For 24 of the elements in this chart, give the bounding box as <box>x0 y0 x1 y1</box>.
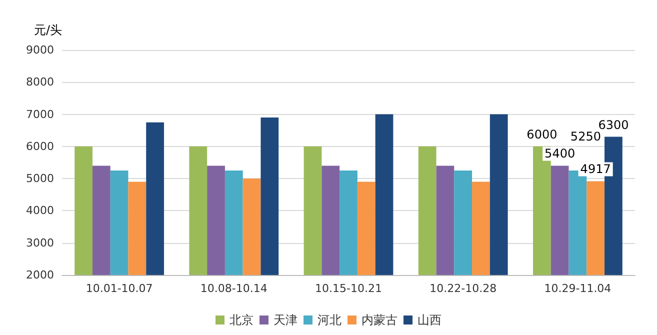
data-label: 6000 <box>526 127 558 142</box>
y-tick-label: 9000 <box>26 44 54 56</box>
x-tick-label: 10.01-10.07 <box>86 282 153 295</box>
legend-label: 天津 <box>274 313 298 327</box>
data-label: 5400 <box>544 146 576 161</box>
legend-label: 河北 <box>318 313 342 327</box>
x-tick-label: 10.29-11.04 <box>544 282 612 295</box>
x-tick-label: 10.08-10.14 <box>200 282 268 295</box>
legend-label: 内蒙古 <box>362 313 398 327</box>
x-tick-label: 10.22-10.28 <box>430 282 497 295</box>
y-tick-label: 2000 <box>26 268 54 282</box>
y-tick-label: 7000 <box>26 108 54 121</box>
legend-label: 北京 <box>230 313 254 327</box>
data-label: 5250 <box>570 130 601 144</box>
y-tick-label: 5000 <box>26 172 54 186</box>
y-tick-label: 3000 <box>26 236 54 250</box>
x-tick-label: 10.15-10.21 <box>315 282 382 295</box>
y-axis-title: 元/头 <box>34 23 62 37</box>
data-label: 6300 <box>598 118 629 132</box>
y-tick-label: 6000 <box>26 140 54 153</box>
data-label: 4917 <box>580 162 611 176</box>
y-tick-label: 4000 <box>26 204 54 218</box>
y-tick-label: 8000 <box>26 76 54 89</box>
legend-label: 山西 <box>418 313 442 327</box>
